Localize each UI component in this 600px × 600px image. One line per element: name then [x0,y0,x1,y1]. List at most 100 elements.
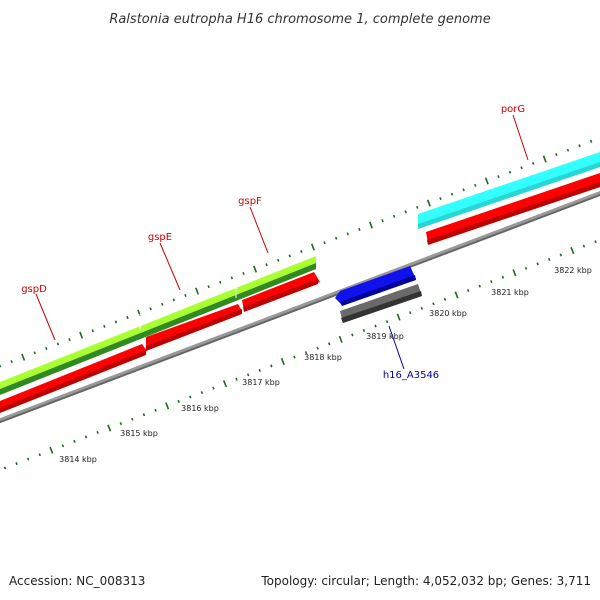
minor-tick [189,395,192,399]
label-gspE[interactable]: gspE [148,232,172,243]
gene-band-green-dark [0,263,316,396]
minor-tick [374,324,377,328]
minor-tick [26,457,30,461]
minor-tick [582,244,586,248]
label-gspD[interactable]: gspD [21,284,47,295]
minor-tick [270,364,273,368]
leader-h16_A3546 [388,325,405,370]
scale-label: 3817 kbp [242,378,280,387]
minor-tick [177,399,180,403]
minor-tick [466,289,470,292]
cds-gspF-shade [243,279,318,312]
minor-tick [15,462,18,466]
major-tick [195,287,200,295]
minor-tick [258,368,261,372]
minor-tick [114,320,118,324]
minor-tick [161,302,164,306]
label-gspF[interactable]: gspF [238,196,262,207]
minor-tick [172,298,176,302]
blue-feature[interactable] [335,266,416,305]
scale-label: 3821 kbp [491,288,529,297]
minor-tick [392,214,396,218]
major-tick [253,265,258,273]
minor-tick [578,144,581,148]
minor-tick [276,258,280,262]
minor-tick [304,351,308,355]
minor-tick [589,139,593,143]
scale-label: 3818 kbp [304,353,342,362]
minor-tick [91,329,94,333]
minor-tick [478,284,481,288]
minor-tick [520,166,523,170]
gene-labels: gspD gspE gspF porG h16_A3546 [21,104,525,381]
cds-porG-shade [427,182,600,245]
minor-tick [334,236,338,240]
cds-gspD-shade [0,350,146,414]
gene-band-green-light [0,256,316,390]
minor-tick [316,346,319,350]
minor-tick [362,328,366,332]
minor-tick [594,240,597,244]
minor-tick [84,435,88,439]
porG-feature[interactable] [418,152,600,229]
minor-tick [38,453,41,457]
major-tick [222,380,228,388]
leader-gspE [159,242,181,291]
minor-tick [293,355,296,359]
minor-tick [265,263,268,267]
minor-tick [404,210,407,214]
minor-tick [490,280,493,284]
major-tick [426,199,431,207]
minor-tick [351,333,354,337]
minor-tick [508,170,512,174]
minor-tick [131,417,134,421]
major-tick [484,177,489,185]
minor-tick [219,280,222,284]
minor-tick [235,377,238,381]
minor-tick [45,346,48,350]
leader-porG [512,114,529,161]
major-tick [396,313,401,321]
minor-tick [420,306,424,310]
minor-tick [416,205,419,209]
gray-feature-shade [341,291,422,323]
minor-tick [230,276,234,280]
major-tick [310,243,315,251]
backbone-shade [0,194,600,424]
minor-tick [242,272,245,275]
minor-tick [73,439,76,443]
minor-tick [450,192,454,196]
scale-label: 3816 kbp [181,404,219,413]
scale-label: 3815 kbp [120,429,158,438]
scale-label: 3814 kbp [59,455,97,464]
minor-tick [103,324,106,328]
major-tick [542,155,547,163]
cds-arrows-upper[interactable] [0,173,600,415]
leader-gspD [35,293,56,341]
gene-band-green[interactable] [0,256,316,397]
major-tick [79,331,84,339]
major-tick [165,402,170,410]
scale-label: 3819 kbp [366,332,404,341]
minor-tick [536,262,539,266]
label-porG[interactable]: porG [501,104,525,115]
minor-tick [300,250,303,253]
minor-tick [149,307,152,311]
major-tick [49,446,54,454]
minor-tick [154,408,157,412]
major-tick [454,291,459,299]
label-leaders [35,114,529,370]
label-h16_A3546[interactable]: h16_A3546 [383,370,439,381]
minor-tick [327,342,331,346]
minor-tick [68,338,71,342]
h16-A3546-features[interactable] [335,266,422,323]
map-title: Ralstonia eutropha H16 chromosome 1, com… [109,12,490,27]
outer-tick-row [0,139,593,368]
minor-tick [474,183,477,187]
major-tick [368,221,373,229]
minor-tick [56,342,60,346]
minor-tick [126,316,129,320]
minor-tick [33,351,36,355]
minor-tick [462,188,465,192]
